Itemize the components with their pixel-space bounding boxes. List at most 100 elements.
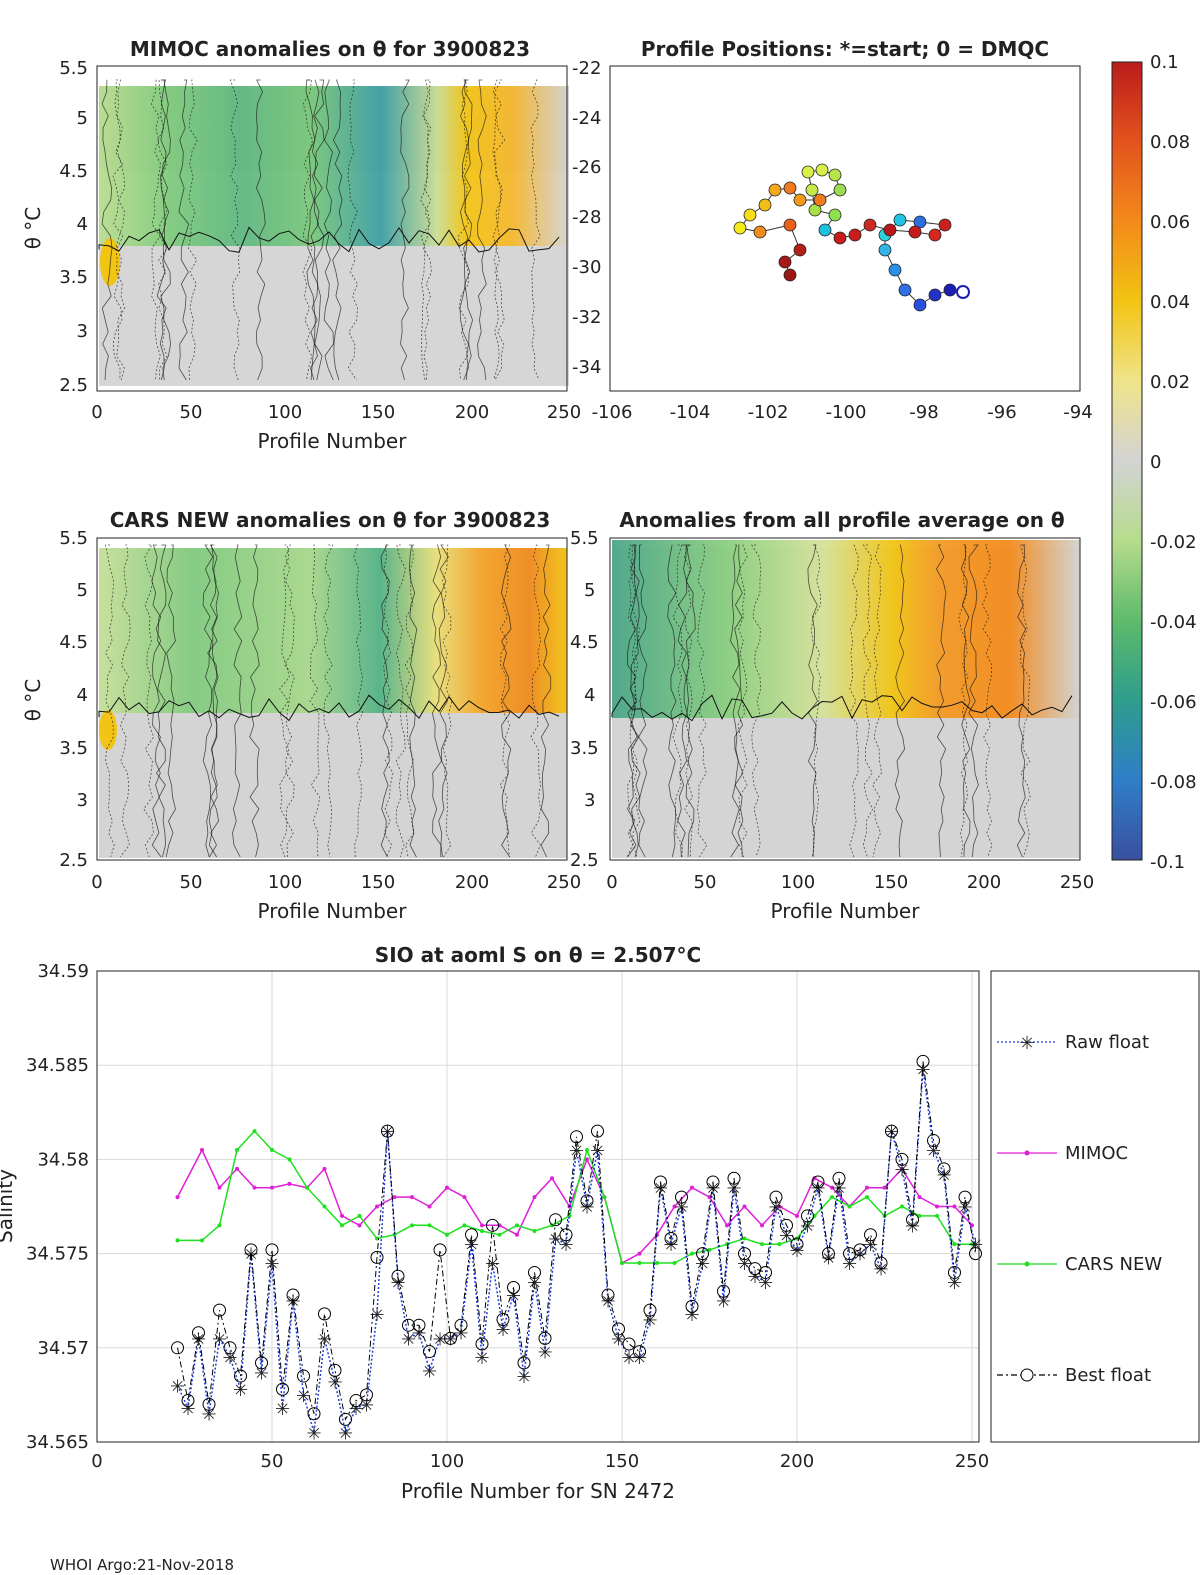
- chart-yticks: 34.565 34.57 34.575 34.58 34.585 34.59: [26, 961, 89, 1453]
- position-marker: [808, 203, 822, 217]
- colorbar-tick: 0.1: [1150, 52, 1179, 73]
- contour-line: [629, 544, 641, 858]
- cars-ytick: 5.5: [59, 528, 88, 549]
- contour-line: [683, 544, 693, 858]
- contour-line: [499, 544, 511, 858]
- raw-float-point: ✳: [705, 1179, 720, 1200]
- mimoc-contours: [98, 79, 560, 381]
- contour-line: [734, 544, 744, 858]
- raw-float-point: ✳: [222, 1348, 237, 1369]
- cars-new-point: [830, 1195, 834, 1200]
- contour-line: [165, 544, 176, 858]
- best-float-point: [643, 1303, 657, 1317]
- contour-line: [119, 544, 131, 858]
- legend-box: [990, 970, 1200, 1443]
- mimoc-point: [270, 1185, 274, 1190]
- contour-line: [458, 79, 469, 381]
- mimoc-point: [952, 1204, 957, 1209]
- best-float-point: [328, 1363, 342, 1377]
- raw-float-point: ✳: [621, 1348, 636, 1369]
- mimoc-point: [200, 1147, 204, 1152]
- mimoc-point: [882, 1185, 887, 1190]
- contour-line: [431, 544, 442, 858]
- y-tick-label: 34.575: [26, 1244, 89, 1265]
- best-float-point: [895, 1152, 909, 1166]
- position-marker: [758, 198, 772, 212]
- mimoc-point: [532, 1195, 537, 1200]
- mimoc-point: [760, 1223, 764, 1228]
- position-marker: [733, 221, 747, 235]
- mimoc-point: [445, 1185, 449, 1190]
- average-title: Anomalies from all profile average on θ: [619, 508, 1064, 532]
- contour-line: [279, 544, 290, 858]
- average-xtick: 150: [874, 872, 908, 893]
- best-float-point: [475, 1337, 489, 1351]
- contour-line: [383, 544, 394, 858]
- best-float-point: [759, 1265, 772, 1279]
- cars-new-point: [672, 1261, 677, 1266]
- contour-line: [960, 544, 971, 858]
- x-tick-label: 50: [261, 1451, 284, 1472]
- raw-float-point: ✳: [285, 1292, 300, 1313]
- y-tick-label: 34.58: [37, 1149, 89, 1170]
- raw-float-point: ✳: [464, 1235, 479, 1256]
- position-marker: [888, 263, 902, 277]
- best-float-point: [927, 1134, 940, 1148]
- contour-line: [229, 79, 241, 381]
- raw-float-point: ✳: [170, 1376, 185, 1397]
- cars-new-point: [340, 1223, 344, 1228]
- position-marker: [783, 218, 797, 232]
- mimoc-point: [462, 1195, 467, 1200]
- raw-float-point: ✳: [254, 1363, 269, 1384]
- cars-new-point: [497, 1232, 502, 1237]
- mimoc-xtick: 0: [91, 402, 102, 423]
- mimoc-ytick: 3.5: [59, 267, 88, 288]
- chart-xticks: 0 50 100 150 200 250: [91, 1451, 989, 1472]
- best-float-point: [349, 1394, 363, 1408]
- average-xlabel: Profile Number: [771, 899, 921, 923]
- cars-new-line: [177, 1129, 972, 1264]
- mimoc-point: [742, 1204, 747, 1209]
- best-float-point: [727, 1171, 741, 1185]
- contour-line: [894, 544, 906, 858]
- raw-float-line: [176, 1068, 977, 1436]
- contour-line: [380, 544, 390, 858]
- mimoc-ytick: 4.5: [59, 161, 88, 182]
- best-float-point: [685, 1299, 699, 1313]
- contour-line: [160, 79, 172, 381]
- raw-float-point: ✳: [758, 1273, 773, 1294]
- contour-line: [530, 544, 542, 858]
- cars-new-point: [760, 1242, 764, 1247]
- raw-float-point: ✳: [527, 1273, 542, 1294]
- best-float-point: [874, 1256, 888, 1270]
- chart-ylabel: Salinity: [0, 1169, 17, 1243]
- cars-panel: CARS NEW anomalies on θ for 3900823 2.5 …: [21, 508, 581, 923]
- best-float-point: [465, 1228, 478, 1242]
- position-marker: [778, 255, 792, 269]
- positions-title: Profile Positions: *=start; 0 = DMQC: [641, 37, 1049, 61]
- raw-float-point: ✳: [453, 1324, 468, 1345]
- mimoc-xtick: 200: [455, 402, 489, 423]
- cars-new-point: [217, 1223, 222, 1228]
- contour-line: [477, 79, 487, 381]
- positions-ytick: -26: [572, 157, 601, 178]
- y-tick-label: 34.565: [26, 1432, 89, 1453]
- best-float-point: [444, 1331, 457, 1345]
- mimoc-point: [340, 1213, 344, 1218]
- best-float-point: [769, 1190, 783, 1204]
- average-ytick: 4.5: [570, 632, 599, 653]
- best-float-point: [717, 1284, 730, 1298]
- cars-new-point: [322, 1204, 327, 1209]
- cars-new-point: [252, 1129, 257, 1134]
- colorbar-tick: 0.08: [1150, 132, 1190, 153]
- best-float-point: [822, 1247, 835, 1261]
- contour-line: [323, 544, 334, 858]
- raw-float-point: ✳: [537, 1343, 552, 1364]
- best-float-point: [916, 1054, 930, 1068]
- raw-float-point: ✳: [516, 1367, 531, 1388]
- colorbar-tick: 0.02: [1150, 372, 1190, 393]
- x-tick-label: 100: [430, 1451, 464, 1472]
- positions-ytick: -30: [572, 257, 601, 278]
- cars-new-point: [357, 1213, 362, 1218]
- best-float-point: [780, 1218, 793, 1232]
